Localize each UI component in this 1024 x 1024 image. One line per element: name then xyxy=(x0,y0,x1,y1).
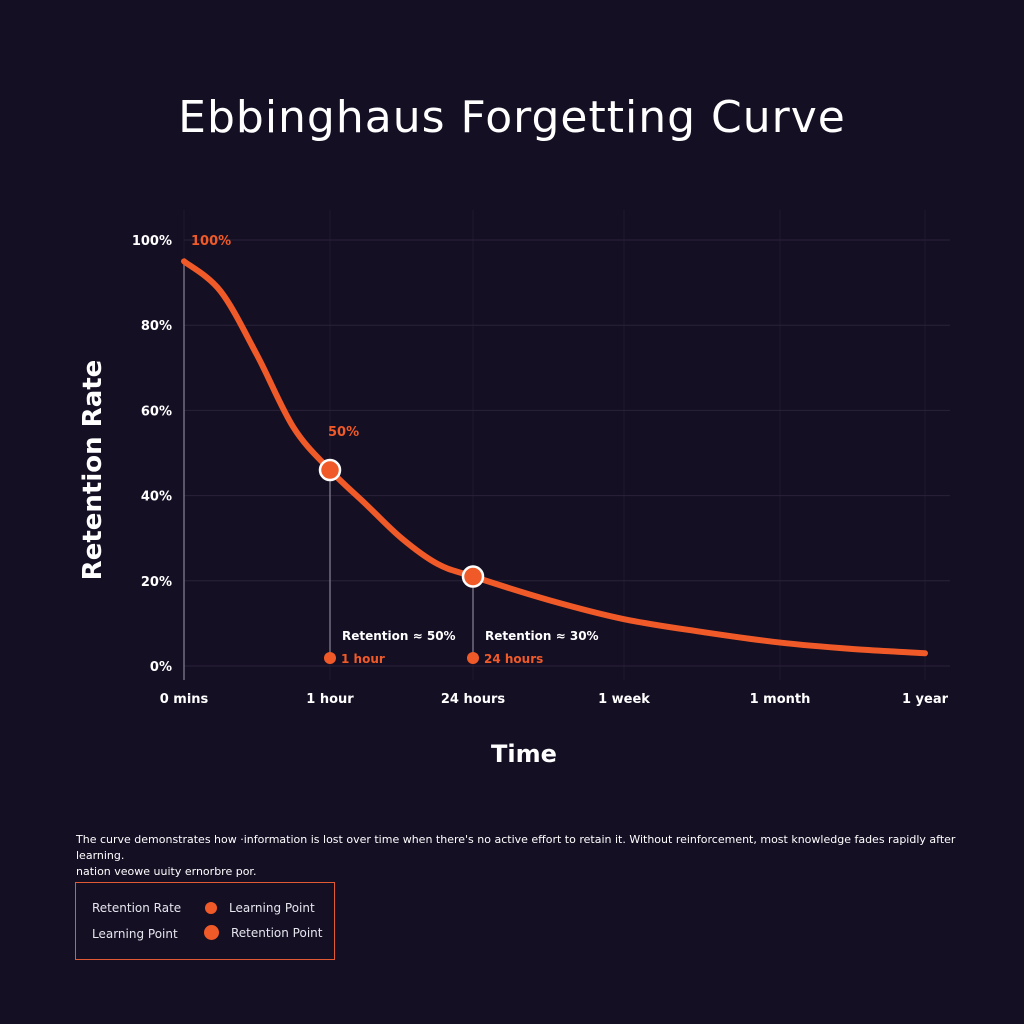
highlight-point-label: 50% xyxy=(328,425,359,440)
annotation-text: Retention ≈ 30% xyxy=(485,629,599,643)
x-tick-label: 1 week xyxy=(598,692,650,707)
y-tick-label: 20% xyxy=(141,575,172,590)
legend-dot-icon xyxy=(204,925,219,940)
annotation-text: Retention ≈ 50% xyxy=(342,629,456,643)
highlight-point xyxy=(461,565,485,588)
legend-dot-icon xyxy=(205,902,217,914)
legend-label: Retention Rate xyxy=(92,901,182,915)
legend-label: Learning Point xyxy=(92,927,178,941)
y-tick-label: 40% xyxy=(141,490,172,505)
retention-curve-line xyxy=(181,258,928,657)
x-axis-label: Time xyxy=(491,740,557,768)
chart-caption: The curve demonstrates how ·information … xyxy=(76,832,976,880)
highlight-point xyxy=(318,458,342,482)
x-tick-label: 1 hour xyxy=(306,692,354,707)
legend-label: Learning Point xyxy=(229,901,315,915)
legend-item-learning-point: Learning Point xyxy=(205,901,315,915)
annotation-marker xyxy=(324,652,336,664)
annotation-marker xyxy=(467,652,479,664)
caption-line-1: The curve demonstrates how ·information … xyxy=(76,833,956,862)
y-tick-label: 100% xyxy=(132,234,172,249)
annotation-time-label: 1 hour xyxy=(341,652,385,666)
caption-line-2: nation veowe uuity ernorbre por. xyxy=(76,865,257,878)
y-axis-label: Retention Rate xyxy=(78,360,108,581)
x-tick-label: 24 hours xyxy=(441,692,505,707)
chart-title: Ebbinghaus Forgetting Curve xyxy=(178,92,846,143)
x-tick-label: 0 mins xyxy=(160,692,209,707)
annotation-time-label: 24 hours xyxy=(484,652,543,666)
x-tick-label: 1 month xyxy=(750,692,811,707)
legend: Retention Rate Learning Point Learning P… xyxy=(75,882,335,960)
legend-item-retention-rate: Retention Rate xyxy=(92,901,181,915)
y-tick-label: 80% xyxy=(141,319,172,334)
legend-item-retention-point: Retention Point xyxy=(204,925,322,940)
legend-label: Retention Point xyxy=(231,925,323,940)
y-tick-label: 60% xyxy=(141,404,172,419)
start-value-label: 100% xyxy=(191,234,231,249)
y-tick-label: 0% xyxy=(150,660,172,675)
legend-item-learning-point-2: Learning Point xyxy=(92,927,178,941)
x-tick-label: 1 year xyxy=(902,692,949,707)
